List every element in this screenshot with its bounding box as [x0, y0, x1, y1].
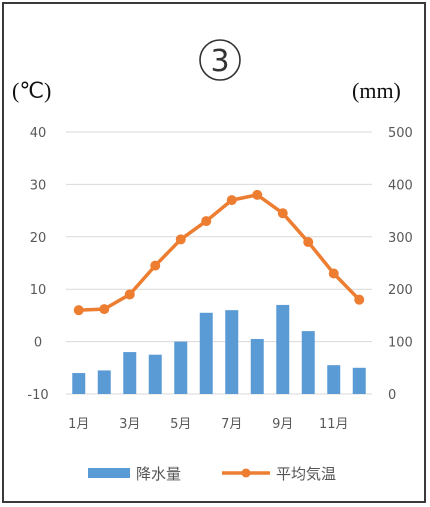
right-tick-label: 300 — [388, 231, 413, 246]
left-axis-ticks: 40 30 20 10 0 -10 — [27, 126, 48, 403]
left-tick-label: 20 — [30, 231, 47, 246]
temperature-point — [73, 305, 84, 316]
precipitation-bars — [72, 304, 366, 394]
temperature-line — [73, 189, 365, 316]
x-tick-label: 5月 — [170, 417, 191, 432]
temperature-point — [328, 268, 339, 279]
precipitation-bar — [276, 304, 290, 394]
precipitation-bar — [250, 338, 264, 394]
x-tick-label: 11月 — [319, 417, 349, 432]
temperature-point — [201, 216, 212, 227]
x-tick-label: 7月 — [221, 417, 242, 432]
right-tick-label: 200 — [388, 283, 413, 298]
temperature-point — [124, 289, 135, 300]
precipitation-bar — [225, 310, 239, 394]
right-tick-label: 500 — [388, 126, 413, 141]
precipitation-bar — [72, 373, 86, 394]
x-tick-label: 9月 — [272, 417, 293, 432]
right-axis-unit: (mm) — [352, 78, 401, 103]
x-tick-label: 1月 — [68, 417, 89, 432]
title-circle — [199, 39, 241, 81]
precipitation-bar — [301, 331, 315, 394]
precipitation-bar — [123, 352, 137, 394]
temperature-point — [175, 234, 186, 245]
chart-title: 3 — [210, 44, 229, 79]
left-tick-label: -10 — [27, 388, 48, 403]
left-tick-label: 30 — [30, 178, 47, 193]
right-axis-ticks: 500 400 300 200 100 0 — [388, 126, 413, 403]
right-tick-label: 100 — [388, 336, 413, 351]
temperature-point — [277, 208, 288, 219]
temperature-point — [303, 237, 314, 248]
left-axis-unit: (℃) — [12, 78, 51, 103]
precipitation-bar — [327, 365, 341, 394]
right-tick-label: 0 — [388, 388, 396, 403]
temperature-point — [99, 304, 110, 315]
x-axis-ticks: 1月 3月 5月 7月 9月 11月 — [68, 417, 348, 432]
left-tick-label: 0 — [34, 336, 42, 351]
precipitation-bar — [148, 354, 162, 394]
temperature-series-line — [78, 193, 361, 312]
right-tick-label: 400 — [388, 178, 413, 193]
precipitation-bar — [352, 367, 366, 394]
temperature-point — [226, 195, 237, 206]
chart-frame — [2, 2, 426, 503]
gridlines — [66, 131, 372, 395]
legend: 降水量 平均気温 — [88, 465, 336, 483]
legend-marker-temperature — [241, 468, 251, 478]
left-tick-label: 10 — [30, 283, 47, 298]
precipitation-bar — [97, 370, 111, 394]
temperature-point — [150, 260, 161, 271]
legend-label-precipitation: 降水量 — [136, 465, 181, 483]
temperature-point — [354, 294, 365, 305]
x-tick-label: 3月 — [119, 417, 140, 432]
legend-label-temperature: 平均気温 — [276, 465, 336, 483]
left-tick-label: 40 — [30, 126, 47, 141]
precipitation-bar — [174, 341, 188, 394]
temperature-point — [252, 189, 263, 200]
precipitation-bar — [199, 312, 213, 394]
legend-swatch-precipitation — [88, 468, 130, 478]
